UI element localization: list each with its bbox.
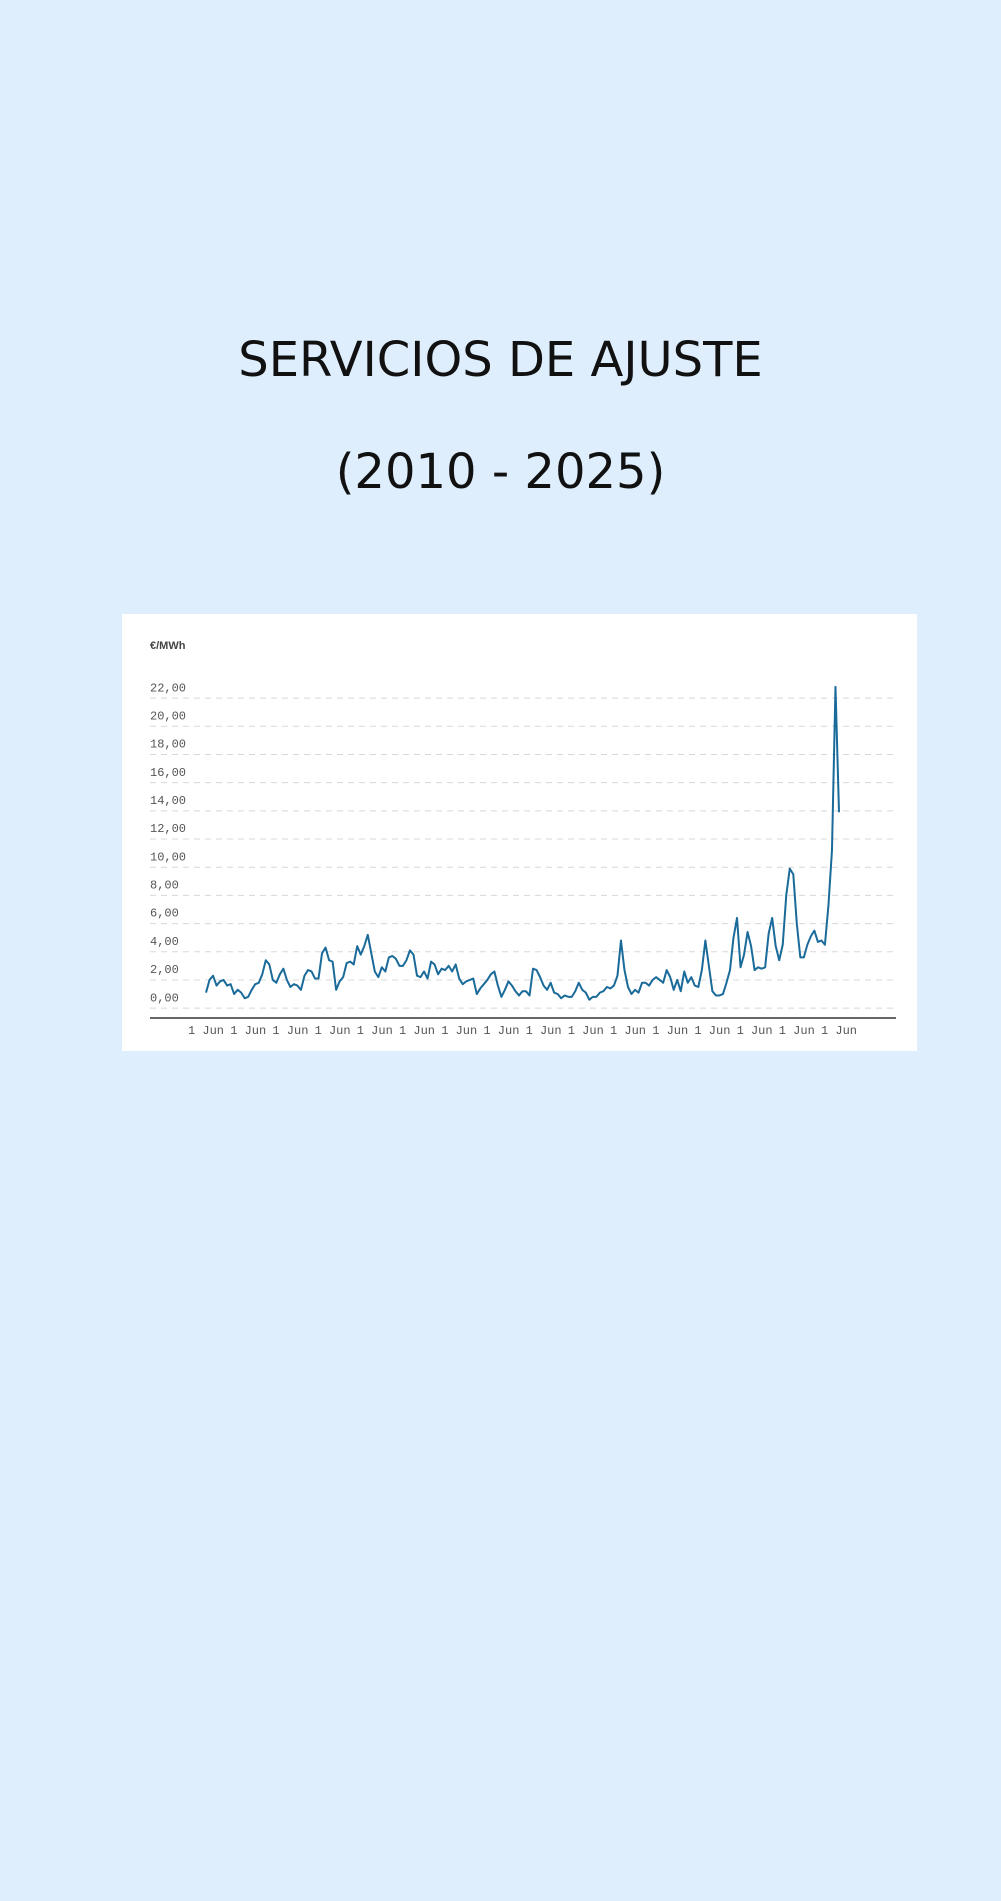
x-tick-label: 1 Jun xyxy=(230,1024,266,1038)
y-tick-label: 22,00 xyxy=(150,681,186,695)
y-tick-label: 14,00 xyxy=(150,794,186,808)
page-subtitle: (2010 - 2025) xyxy=(335,444,666,500)
y-tick-label: 4,00 xyxy=(150,935,179,949)
y-tick-label: 0,00 xyxy=(150,991,179,1005)
x-tick-label: 1 Jun xyxy=(357,1024,393,1038)
y-axis-label: €/MWh xyxy=(150,640,186,652)
x-tick-label: 1 Jun xyxy=(272,1024,308,1038)
x-tick-label: 1 Jun xyxy=(652,1024,688,1038)
y-tick-label: 8,00 xyxy=(150,879,179,893)
y-tick-label: 2,00 xyxy=(150,963,179,977)
page-title: SERVICIOS DE AJUSTE xyxy=(238,332,763,388)
x-tick-label: 1 Jun xyxy=(399,1024,435,1038)
x-tick-label: 1 Jun xyxy=(737,1024,773,1038)
x-tick-label: 1 Jun xyxy=(441,1024,477,1038)
y-tick-label: 18,00 xyxy=(150,738,186,752)
x-tick-label: 1 Jun xyxy=(568,1024,604,1038)
chart-card xyxy=(122,614,917,1051)
x-tick-label: 1 Jun xyxy=(526,1024,562,1038)
y-tick-label: 16,00 xyxy=(150,766,186,780)
x-tick-label: 1 Jun xyxy=(483,1024,519,1038)
y-tick-label: 12,00 xyxy=(150,822,186,836)
y-tick-label: 6,00 xyxy=(150,907,179,921)
x-tick-label: 1 Jun xyxy=(610,1024,646,1038)
x-tick-label: 1 Jun xyxy=(779,1024,815,1038)
x-tick-label: 1 Jun xyxy=(821,1024,857,1038)
x-tick-label: 1 Jun xyxy=(315,1024,351,1038)
y-tick-label: 20,00 xyxy=(150,709,186,723)
y-tick-label: 10,00 xyxy=(150,850,186,864)
x-tick-label: 1 Jun xyxy=(188,1024,224,1038)
data-line xyxy=(205,685,840,1001)
x-tick-label: 1 Jun xyxy=(694,1024,730,1038)
